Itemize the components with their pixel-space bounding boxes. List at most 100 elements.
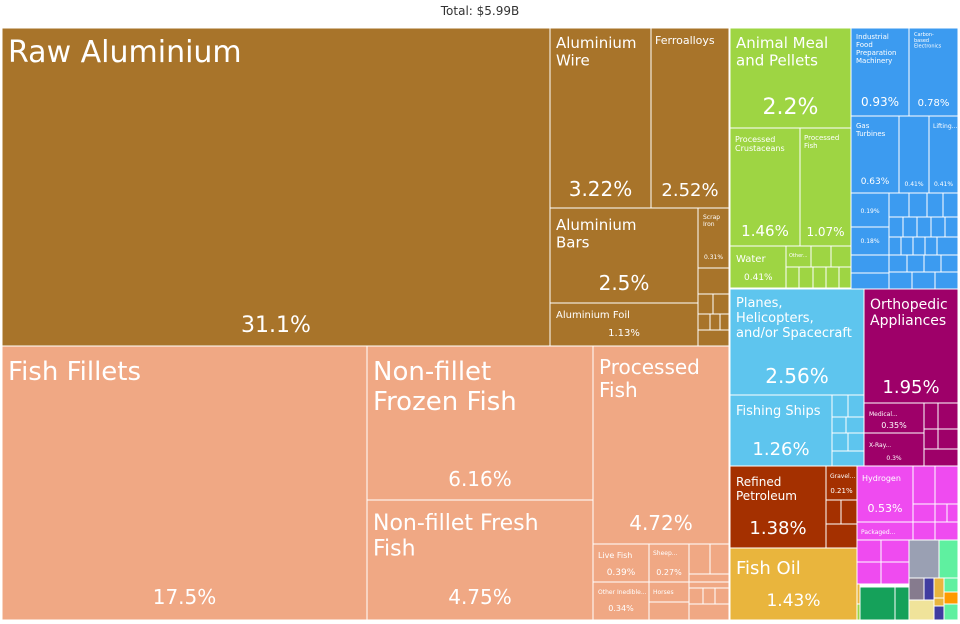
- minor-tile[interactable]: [880, 539, 910, 563]
- minor-tile[interactable]: [859, 586, 896, 621]
- minor-tile[interactable]: [850, 254, 890, 274]
- minor-tile[interactable]: [912, 236, 926, 256]
- minor-tile[interactable]: [908, 539, 940, 579]
- minor-tile[interactable]: [900, 236, 914, 256]
- minor-tile[interactable]: [847, 432, 865, 452]
- minor-tile[interactable]: [888, 271, 913, 290]
- minor-tile[interactable]: [840, 499, 858, 525]
- minor-tile[interactable]: [942, 192, 959, 218]
- minor-tile[interactable]: [798, 266, 814, 289]
- minor-tile[interactable]: [830, 245, 852, 268]
- processed-fish-tile[interactable]: [799, 127, 852, 247]
- minor-tile[interactable]: [912, 503, 936, 523]
- minor-tile[interactable]: [714, 587, 730, 605]
- fish-oil-tile[interactable]: [729, 547, 858, 621]
- minor-tile[interactable]: [930, 216, 946, 238]
- tile-tile[interactable]: [898, 115, 930, 194]
- minor-tile[interactable]: [697, 313, 711, 331]
- minor-tile[interactable]: [908, 192, 928, 218]
- minor-tile[interactable]: [924, 236, 938, 256]
- minor-tile[interactable]: [888, 216, 904, 238]
- tile-tile[interactable]: [850, 192, 890, 228]
- minor-tile[interactable]: [831, 450, 865, 467]
- minor-tile[interactable]: [938, 539, 959, 579]
- minor-tile[interactable]: [697, 329, 730, 347]
- minor-tile[interactable]: [688, 587, 704, 605]
- minor-tile[interactable]: [856, 539, 882, 563]
- minor-tile[interactable]: [810, 245, 832, 268]
- minor-tile[interactable]: [847, 394, 865, 418]
- minor-tile[interactable]: [894, 586, 910, 621]
- minor-tile[interactable]: [923, 402, 939, 430]
- processed-fish-tile[interactable]: [592, 345, 730, 545]
- x-ray-tile[interactable]: [863, 432, 925, 467]
- minor-tile[interactable]: [902, 216, 918, 238]
- minor-tile[interactable]: [688, 581, 730, 589]
- minor-tile[interactable]: [648, 601, 690, 621]
- minor-tile[interactable]: [688, 573, 730, 583]
- minor-tile[interactable]: [944, 216, 959, 238]
- minor-tile[interactable]: [712, 293, 730, 315]
- fish-fillets-tile[interactable]: [1, 345, 368, 621]
- fishing-ships-tile[interactable]: [729, 394, 833, 467]
- carbon-based-electronics-tile[interactable]: [908, 27, 959, 117]
- minor-tile[interactable]: [934, 271, 959, 290]
- other-inedible-tile[interactable]: [592, 581, 650, 621]
- minor-tile[interactable]: [916, 216, 932, 238]
- minor-tile[interactable]: [943, 577, 959, 593]
- minor-tile[interactable]: [923, 254, 942, 273]
- minor-tile[interactable]: [940, 254, 959, 273]
- minor-tile[interactable]: [697, 293, 714, 315]
- minor-tile[interactable]: [923, 448, 959, 467]
- minor-tile[interactable]: [688, 543, 711, 575]
- minor-tile[interactable]: [912, 521, 936, 541]
- minor-tile[interactable]: [831, 416, 847, 434]
- minor-tile[interactable]: [888, 254, 908, 273]
- minor-tile[interactable]: [923, 428, 939, 450]
- minor-tile[interactable]: [934, 521, 959, 541]
- minor-tile[interactable]: [709, 313, 721, 331]
- minor-tile[interactable]: [946, 503, 959, 523]
- minor-tile[interactable]: [933, 597, 945, 607]
- lifting-tile[interactable]: [928, 115, 959, 194]
- gas-turbines-tile[interactable]: [850, 115, 900, 194]
- minor-tile[interactable]: [906, 254, 925, 273]
- non-fillet-frozen-fish-tile[interactable]: [366, 345, 594, 501]
- animal-meal-and-pellets-tile[interactable]: [729, 27, 852, 129]
- minor-tile[interactable]: [697, 267, 730, 295]
- non-fillet-fresh-fish-tile[interactable]: [366, 499, 594, 621]
- minor-tile[interactable]: [908, 599, 935, 621]
- minor-tile[interactable]: [933, 577, 945, 599]
- minor-tile[interactable]: [825, 523, 858, 549]
- minor-tile[interactable]: [926, 192, 944, 218]
- refined-petroleum-tile[interactable]: [729, 465, 827, 549]
- minor-tile[interactable]: [856, 603, 861, 621]
- minor-tile[interactable]: [850, 272, 890, 290]
- minor-tile[interactable]: [880, 561, 910, 585]
- minor-tile[interactable]: [888, 192, 910, 218]
- minor-tile[interactable]: [825, 499, 842, 525]
- minor-tile[interactable]: [838, 266, 852, 289]
- minor-tile[interactable]: [923, 577, 935, 601]
- raw-aluminium-tile[interactable]: [1, 27, 551, 347]
- industrial-food-preparation-machinery-tile[interactable]: [850, 27, 910, 117]
- minor-tile[interactable]: [888, 236, 902, 256]
- minor-tile[interactable]: [856, 561, 882, 585]
- minor-tile[interactable]: [785, 266, 800, 289]
- minor-tile[interactable]: [688, 603, 730, 621]
- minor-tile[interactable]: [812, 266, 827, 289]
- minor-tile[interactable]: [719, 313, 730, 331]
- minor-tile[interactable]: [831, 394, 849, 418]
- minor-tile[interactable]: [933, 605, 945, 621]
- minor-tile[interactable]: [702, 587, 716, 605]
- minor-tile[interactable]: [934, 465, 959, 505]
- minor-tile[interactable]: [825, 266, 840, 289]
- minor-tile[interactable]: [936, 236, 959, 256]
- minor-tile[interactable]: [934, 503, 948, 523]
- minor-tile[interactable]: [709, 543, 730, 575]
- minor-tile[interactable]: [937, 428, 959, 450]
- minor-tile[interactable]: [908, 577, 925, 601]
- orthopedic-appliances-tile[interactable]: [863, 288, 959, 404]
- minor-tile[interactable]: [912, 465, 936, 505]
- scrap-iron-tile[interactable]: [697, 207, 730, 269]
